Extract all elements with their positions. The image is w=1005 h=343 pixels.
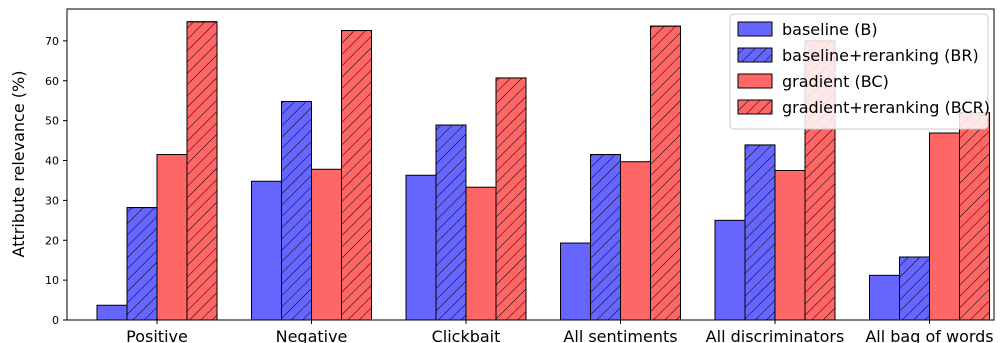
bar-all-sentiments-s2 — [620, 161, 651, 321]
bar-clickbait-s2 — [465, 186, 497, 321]
legend-box — [729, 13, 989, 130]
bar-hatch-all-bag-of-words-s1 — [899, 256, 930, 321]
bar-hatch-all-sentiments-s3 — [650, 25, 681, 321]
legend-swatch-hatch — [737, 99, 773, 115]
bar-all-discriminators-s2 — [774, 169, 806, 321]
legend-swatch — [737, 73, 773, 89]
bar-hatch-clickbait-s1 — [435, 124, 467, 321]
y-tick-label: 40 — [45, 155, 59, 168]
legend-label: baseline+reranking (BR) — [782, 46, 979, 65]
y-tick-label: 0 — [52, 314, 59, 327]
x-tick-label: All sentiments — [563, 327, 677, 343]
y-axis-label: Attribute relevance (%) — [9, 71, 28, 258]
bar-all-discriminators-s0 — [714, 219, 746, 321]
x-tick-label: Positive — [126, 327, 188, 343]
bar-hatch-all-discriminators-s1 — [744, 144, 776, 321]
x-axis: Positive Negative Clickbait All sentiments A… — [126, 320, 994, 343]
bar-hatch-all-bag-of-words-s3 — [959, 112, 990, 321]
legend: baseline (B) baseline+reranking (BR) gradi… — [729, 13, 990, 130]
bar-negative-s2 — [311, 168, 342, 321]
x-tick-label: All discriminators — [706, 327, 845, 343]
y-tick-label: 70 — [45, 35, 59, 48]
x-tick-label: Negative — [276, 327, 348, 343]
bar-hatch-negative-s1 — [281, 101, 312, 321]
y-tick-label: 20 — [45, 234, 59, 247]
legend-label: baseline (B) — [782, 20, 878, 39]
bar-clickbait-s0 — [405, 174, 437, 321]
x-tick-label: Clickbait — [432, 327, 501, 343]
bar-all-bag-of-words-s0 — [869, 274, 900, 321]
legend-swatch-hatch — [737, 47, 773, 63]
legend-swatch — [737, 21, 773, 37]
bar-hatch-positive-s1 — [126, 207, 158, 321]
y-tick-label: 30 — [45, 194, 59, 207]
legend-label: gradient+reranking (BCR) — [782, 98, 990, 117]
bar-hatch-positive-s3 — [186, 21, 218, 321]
x-tick-label: All bag of words — [865, 327, 993, 343]
bar-positive-s2 — [156, 154, 188, 321]
y-tick-label: 10 — [45, 274, 59, 287]
y-axis: 0 10 20 30 40 50 60 70 — [45, 35, 67, 327]
bar-all-bag-of-words-s2 — [929, 132, 960, 321]
plot-frame — [66, 8, 995, 321]
bar-hatch-clickbait-s3 — [495, 77, 527, 321]
bar-positive-s0 — [96, 304, 128, 321]
y-tick-label: 50 — [45, 115, 59, 128]
bar-hatch-negative-s3 — [341, 30, 372, 321]
y-tick-label: 60 — [45, 75, 59, 88]
legend-label: gradient (BC) — [782, 72, 889, 91]
bar-all-sentiments-s0 — [560, 242, 591, 321]
bar-negative-s0 — [251, 180, 282, 321]
bar-hatch-all-sentiments-s1 — [590, 154, 621, 321]
